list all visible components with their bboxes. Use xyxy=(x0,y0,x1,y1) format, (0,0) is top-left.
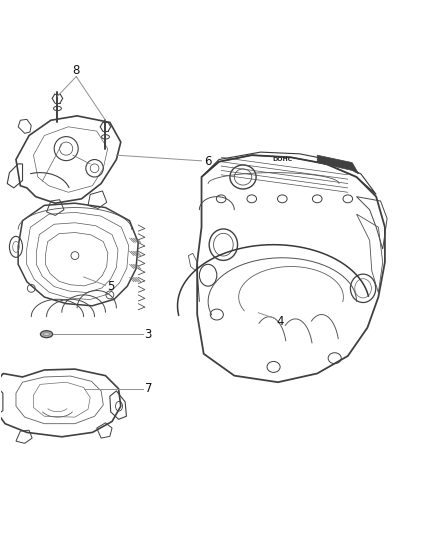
Ellipse shape xyxy=(40,330,53,338)
Text: 7: 7 xyxy=(145,382,152,395)
Text: 8: 8 xyxy=(73,63,80,77)
Text: DOHC: DOHC xyxy=(272,157,293,162)
Text: 3: 3 xyxy=(145,328,152,341)
Polygon shape xyxy=(317,155,359,174)
Ellipse shape xyxy=(43,333,49,336)
Text: 4: 4 xyxy=(276,314,284,328)
Text: 5: 5 xyxy=(107,280,115,293)
Text: 6: 6 xyxy=(205,155,212,168)
